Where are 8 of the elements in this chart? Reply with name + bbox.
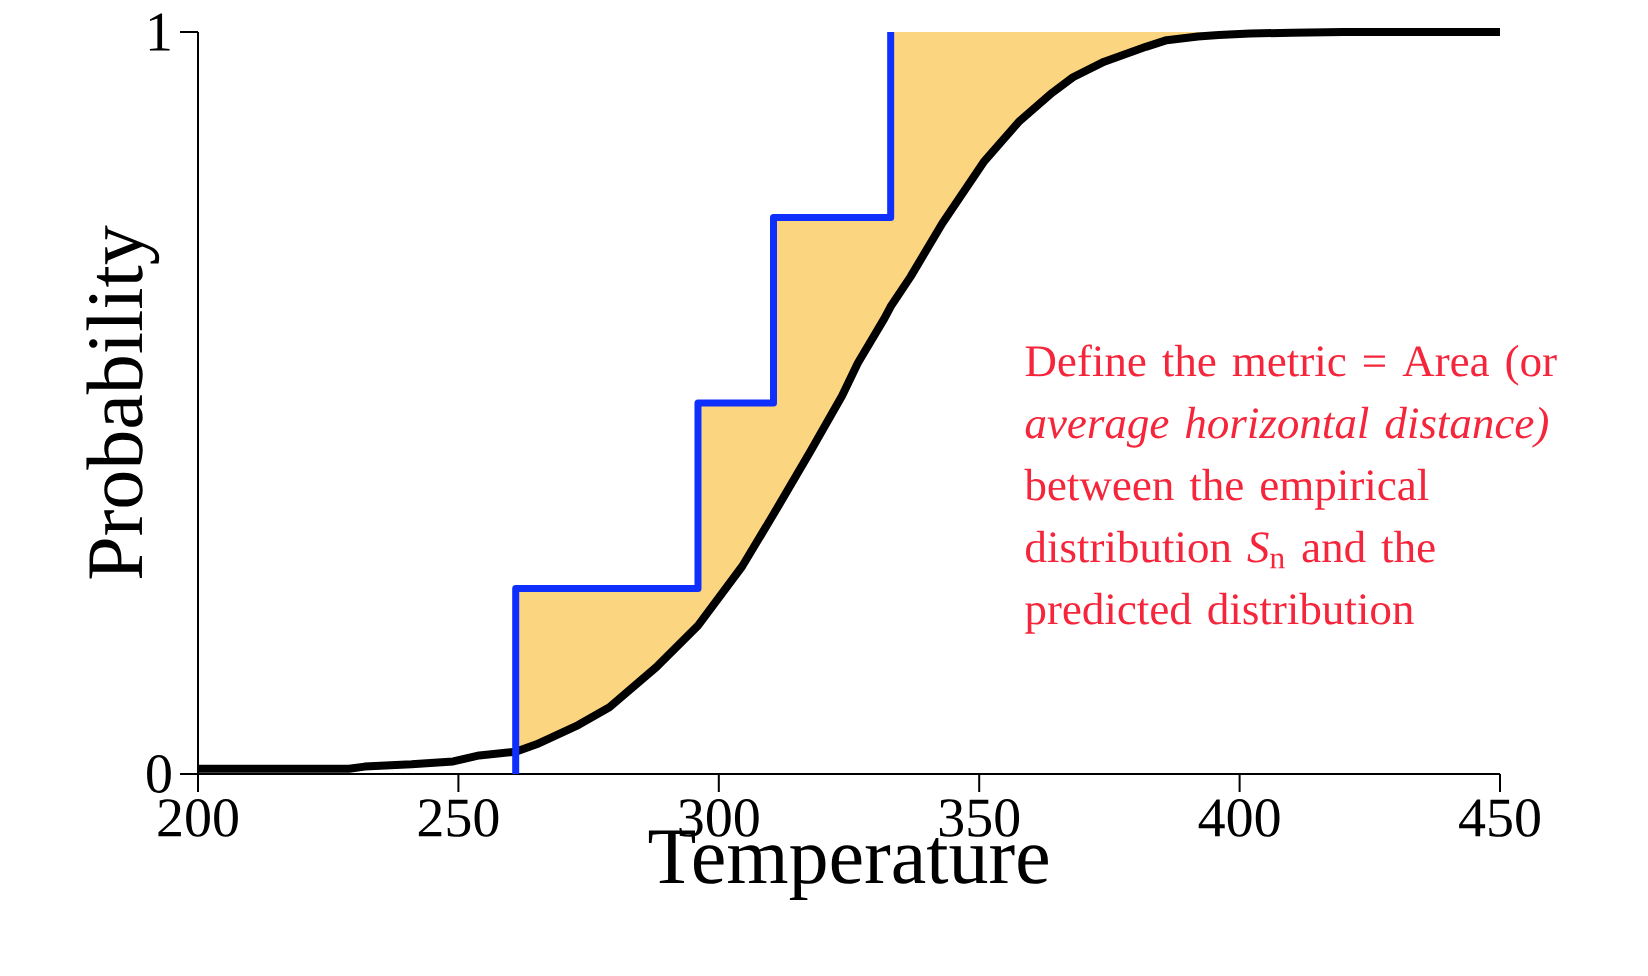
x-tick-label: 400 xyxy=(1198,799,1280,837)
y-tick-label: 1 xyxy=(149,13,170,51)
x-tick-label: 450 xyxy=(1459,799,1540,837)
annotation: Define the metric = Area (or average horizontal distance) between the empirical distribution S$_{n}$ and the predicted distribution xyxy=(1024,344,1557,634)
y-axis-title: Probability xyxy=(86,225,160,579)
x-tick-label: 250 xyxy=(418,799,499,837)
x-tick-label: 200 xyxy=(158,799,238,837)
y-tick-label: 0 xyxy=(147,755,171,793)
